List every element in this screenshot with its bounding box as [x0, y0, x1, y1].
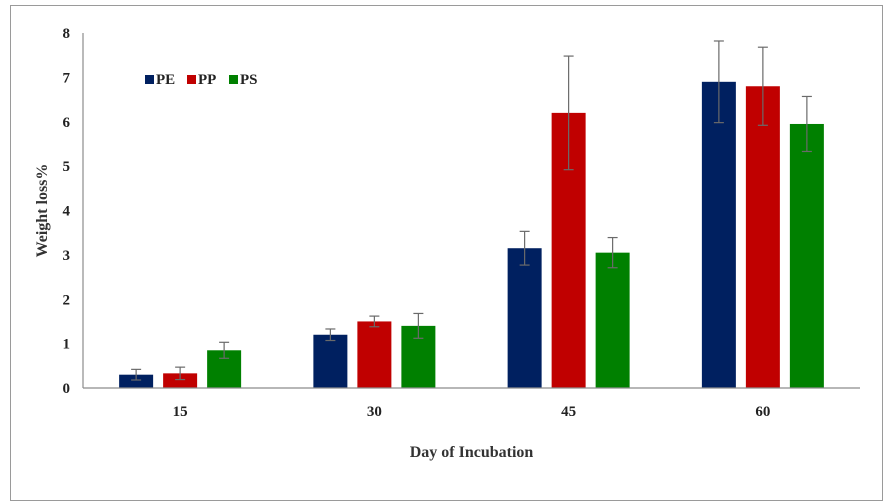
legend-label-pp: PP [198, 72, 216, 88]
chart-frame [10, 5, 883, 501]
x-axis-title: Day of Incubation [410, 444, 534, 461]
y-tick-label: 7 [63, 70, 71, 86]
y-tick-label: 8 [63, 26, 71, 42]
x-tick-label: 30 [367, 404, 382, 420]
bar-pp-60 [745, 86, 780, 388]
legend-label-pe: PE [156, 72, 175, 88]
bar-ps-45 [595, 252, 630, 388]
x-tick-labels: 15 30 45 60 [173, 404, 771, 420]
x-tick-label: 45 [561, 404, 576, 420]
legend-swatch-pp [187, 75, 196, 84]
bars-layer [119, 81, 824, 388]
bar-pe-30 [313, 334, 348, 388]
error-bars-layer [131, 40, 812, 381]
y-tick-labels: 0 1 2 3 4 5 6 7 8 [63, 26, 71, 397]
x-tick-label: 15 [173, 404, 188, 420]
bar-pe-45 [507, 248, 542, 388]
y-axis-title: Weight loss% [34, 164, 51, 258]
legend-swatch-pe [145, 75, 154, 84]
y-tick-label: 4 [63, 204, 71, 220]
legend-label-ps: PS [240, 72, 258, 88]
y-tick-label: 1 [63, 337, 71, 353]
bar-pe-15 [119, 374, 154, 388]
bar-ps-60 [789, 123, 824, 388]
x-tick-label: 60 [755, 404, 770, 420]
bar-pe-60 [701, 81, 736, 388]
y-tick-label: 0 [63, 381, 71, 397]
legend: PE PP PS [145, 72, 258, 88]
bar-pp-30 [357, 321, 392, 388]
y-tick-label: 3 [63, 248, 71, 264]
y-tick-label: 5 [63, 159, 71, 175]
y-tick-label: 2 [63, 292, 71, 308]
legend-swatch-ps [229, 75, 238, 84]
bar-pp-15 [163, 373, 198, 388]
y-tick-label: 6 [63, 115, 71, 131]
